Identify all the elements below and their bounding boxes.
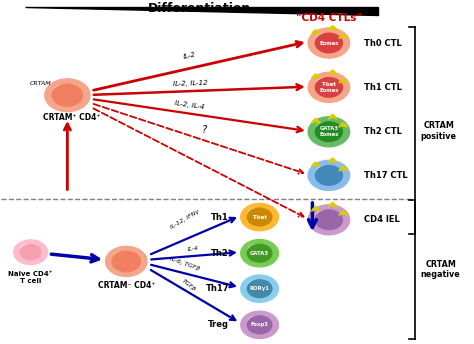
Circle shape <box>308 72 350 103</box>
Polygon shape <box>328 114 337 119</box>
Circle shape <box>315 33 342 53</box>
Polygon shape <box>311 206 320 211</box>
Text: T-bet: T-bet <box>252 215 267 219</box>
Text: Differentiation: Differentiation <box>148 2 251 15</box>
Circle shape <box>241 239 278 267</box>
Polygon shape <box>339 78 347 83</box>
Circle shape <box>248 209 260 218</box>
Text: Th2 CTL: Th2 CTL <box>364 127 402 136</box>
Circle shape <box>315 122 342 141</box>
Polygon shape <box>311 74 320 79</box>
Text: T-bet
Eomes: T-bet Eomes <box>319 82 338 93</box>
Circle shape <box>54 85 68 96</box>
Text: CRTAM
negative: CRTAM negative <box>421 260 461 279</box>
Polygon shape <box>311 118 320 123</box>
Circle shape <box>248 317 260 325</box>
Text: Th0 CTL: Th0 CTL <box>364 39 402 47</box>
Polygon shape <box>339 34 347 39</box>
FancyArrowPatch shape <box>51 254 99 262</box>
Circle shape <box>247 244 272 262</box>
FancyArrowPatch shape <box>309 203 316 227</box>
Text: Th2: Th2 <box>211 249 229 258</box>
Circle shape <box>315 210 342 229</box>
Text: IL-2, IL-4: IL-2, IL-4 <box>174 100 205 110</box>
Circle shape <box>112 251 140 272</box>
Text: CRTAM: CRTAM <box>30 82 51 86</box>
Polygon shape <box>339 211 347 215</box>
Circle shape <box>308 117 350 147</box>
Polygon shape <box>328 158 337 163</box>
Text: ?: ? <box>201 125 207 135</box>
Text: IL-4: IL-4 <box>188 245 200 251</box>
Text: CD4 IEL: CD4 IEL <box>364 215 400 224</box>
Circle shape <box>52 84 82 106</box>
Text: CRTAM⁺ CD4⁺: CRTAM⁺ CD4⁺ <box>44 113 101 122</box>
Polygon shape <box>328 70 337 75</box>
Text: GATA3: GATA3 <box>250 251 269 256</box>
Text: CRTAM⁻ CD4⁺: CRTAM⁻ CD4⁺ <box>98 281 155 290</box>
Circle shape <box>20 245 41 260</box>
Text: IL-6, TGFβ: IL-6, TGFβ <box>170 257 201 272</box>
Text: IL-2: IL-2 <box>183 51 197 60</box>
Text: IL-2, IL-12: IL-2, IL-12 <box>173 79 208 87</box>
Circle shape <box>247 208 272 226</box>
Text: Foxp3: Foxp3 <box>251 322 269 327</box>
Circle shape <box>248 245 260 254</box>
Circle shape <box>308 205 350 235</box>
FancyArrowPatch shape <box>151 218 235 254</box>
Polygon shape <box>328 202 337 207</box>
Polygon shape <box>311 162 320 167</box>
FancyArrowPatch shape <box>93 108 303 217</box>
Text: Th1 CTL: Th1 CTL <box>364 83 402 92</box>
Circle shape <box>308 28 350 58</box>
Circle shape <box>317 211 330 221</box>
Polygon shape <box>339 166 347 171</box>
Text: IL-12, IFNγ: IL-12, IFNγ <box>170 209 201 230</box>
FancyArrowPatch shape <box>64 124 71 190</box>
Text: Th17: Th17 <box>206 284 229 293</box>
Text: Th17 CTL: Th17 CTL <box>364 171 408 180</box>
Polygon shape <box>339 122 347 127</box>
Circle shape <box>14 240 47 265</box>
Circle shape <box>241 203 278 231</box>
Circle shape <box>114 252 127 262</box>
Circle shape <box>241 275 278 302</box>
Circle shape <box>106 246 147 277</box>
Circle shape <box>20 245 31 253</box>
Text: CRTAM
positive: CRTAM positive <box>421 121 457 141</box>
Circle shape <box>247 316 272 334</box>
Text: TGFβ: TGFβ <box>181 278 196 292</box>
Circle shape <box>317 78 330 88</box>
Text: "CD4 CTLs": "CD4 CTLs" <box>296 13 362 23</box>
Text: Eomes: Eomes <box>319 41 338 45</box>
Circle shape <box>317 166 330 176</box>
Text: Treg: Treg <box>208 320 229 329</box>
Circle shape <box>45 79 90 111</box>
Text: IL-2: IL-2 <box>319 210 325 223</box>
Text: Naive CD4⁺
T cell: Naive CD4⁺ T cell <box>9 271 53 284</box>
Circle shape <box>308 160 350 191</box>
Circle shape <box>317 34 330 44</box>
Polygon shape <box>311 30 320 34</box>
FancyArrowPatch shape <box>151 265 235 287</box>
Circle shape <box>315 166 342 185</box>
Circle shape <box>317 123 330 132</box>
FancyArrowPatch shape <box>94 84 302 95</box>
FancyArrowPatch shape <box>151 270 235 320</box>
FancyArrowPatch shape <box>151 250 235 259</box>
Circle shape <box>315 78 342 97</box>
Text: GATA3
Eomes: GATA3 Eomes <box>319 126 338 137</box>
Text: RORγ1: RORγ1 <box>250 286 270 291</box>
Circle shape <box>248 280 260 289</box>
Polygon shape <box>328 25 337 30</box>
Text: Th1: Th1 <box>211 213 229 222</box>
Circle shape <box>247 280 272 298</box>
Circle shape <box>241 311 278 338</box>
Polygon shape <box>25 7 378 15</box>
FancyArrowPatch shape <box>94 42 302 90</box>
FancyArrowPatch shape <box>93 104 303 174</box>
FancyArrowPatch shape <box>94 99 302 132</box>
